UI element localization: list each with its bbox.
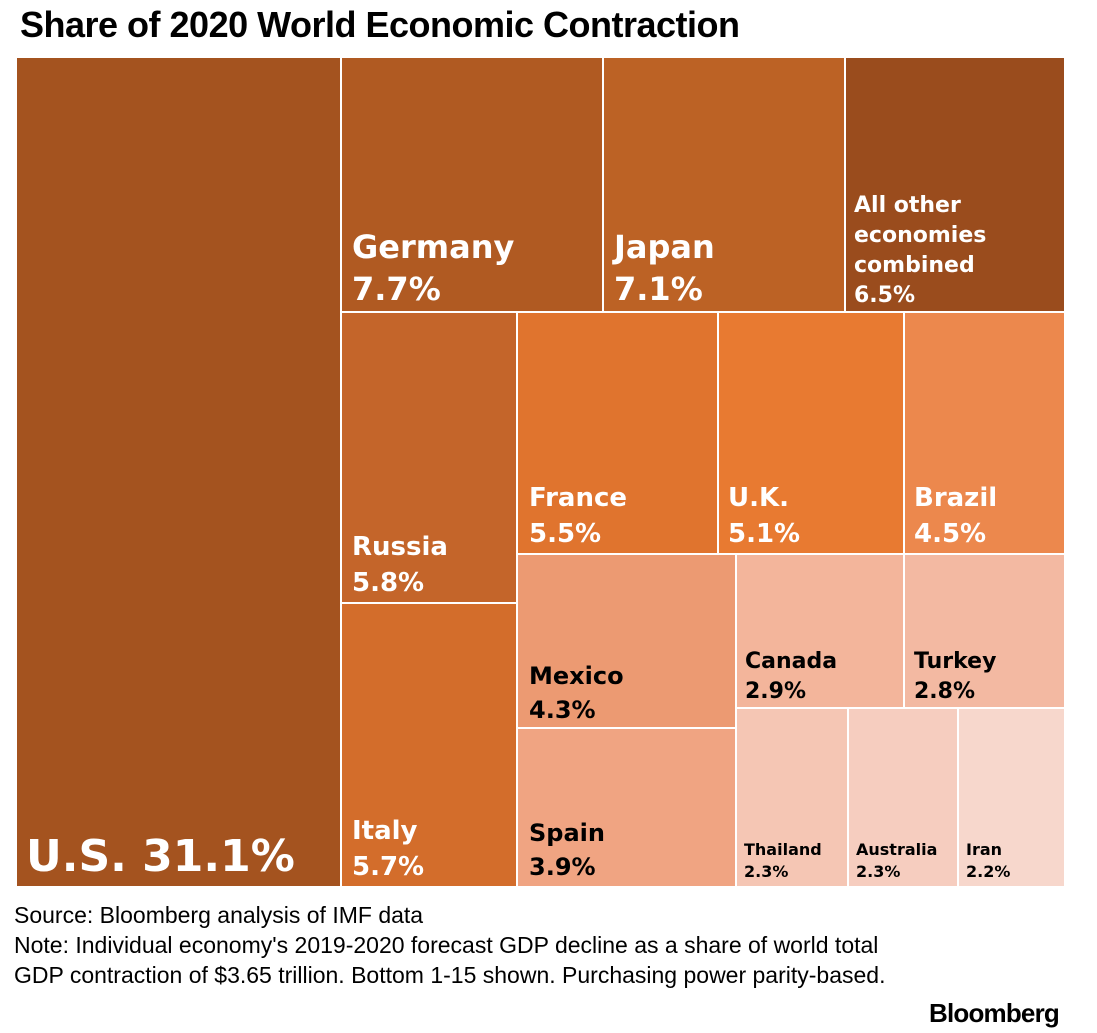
tile-rect-brazil bbox=[903, 311, 1066, 555]
tile-rect-turkey bbox=[903, 553, 1066, 709]
tile-rect-iran bbox=[957, 707, 1066, 888]
tile-rect-u-s bbox=[15, 56, 342, 888]
chart-notes: Source: Bloomberg analysis of IMF data N… bbox=[14, 900, 885, 990]
tile-rect-germany bbox=[340, 56, 604, 313]
tile-australia: Australia 2.3% bbox=[847, 707, 959, 888]
data-label-australia: Australia bbox=[856, 840, 937, 859]
tile-rect-spain bbox=[516, 727, 737, 888]
tile-turkey: Turkey 2.8% bbox=[903, 553, 1066, 709]
value-label-turkey: 2.8% bbox=[914, 679, 975, 704]
tile-u-s: U.S. 31.1% bbox=[15, 56, 342, 888]
data-label-germany: Germany bbox=[352, 228, 514, 266]
note-line-1: Note: Individual economy's 2019-2020 for… bbox=[14, 932, 879, 958]
value-label-iran: 2.2% bbox=[966, 862, 1010, 881]
data-label-all-other-economies-combined: combined bbox=[854, 253, 975, 278]
value-label-u-k: 5.1% bbox=[728, 519, 800, 549]
data-label-u-k: U.K. bbox=[728, 483, 789, 513]
tile-rect-italy bbox=[340, 602, 518, 888]
value-label-russia: 5.8% bbox=[352, 568, 424, 598]
tile-brazil: Brazil 4.5% bbox=[903, 311, 1066, 555]
tile-rect-thailand bbox=[735, 707, 849, 888]
data-label-japan: Japan bbox=[612, 228, 715, 266]
tile-mexico: Mexico 4.3% bbox=[516, 553, 737, 729]
tile-thailand: Thailand 2.3% bbox=[735, 707, 849, 888]
data-label-spain: Spain bbox=[529, 819, 605, 847]
tile-russia: Russia 5.8% bbox=[340, 311, 518, 604]
tile-canada: Canada 2.9% bbox=[735, 553, 905, 709]
value-label-italy: 5.7% bbox=[352, 852, 424, 882]
value-label-mexico: 4.3% bbox=[529, 696, 596, 724]
chart-title: Share of 2020 World Economic Contraction bbox=[20, 4, 740, 45]
tile-all-other-economies-combined: All other economies combined 6.5% bbox=[844, 56, 1066, 313]
value-label-brazil: 4.5% bbox=[914, 519, 986, 549]
data-label-all-other-economies-combined: All other bbox=[854, 193, 961, 218]
tile-rect-u-k bbox=[717, 311, 905, 555]
value-label-canada: 2.9% bbox=[745, 679, 806, 704]
tile-rect-canada bbox=[735, 553, 905, 709]
value-label-australia: 2.3% bbox=[856, 862, 900, 881]
data-label-turkey: Turkey bbox=[914, 649, 996, 674]
note-line-2: GDP contraction of $3.65 trillion. Botto… bbox=[14, 962, 886, 988]
data-label-iran: Iran bbox=[966, 840, 1002, 859]
value-label-spain: 3.9% bbox=[529, 853, 596, 881]
tile-iran: Iran 2.2% bbox=[957, 707, 1066, 888]
tile-rect-australia bbox=[847, 707, 959, 888]
tile-rect-japan bbox=[602, 56, 846, 313]
data-label-france: France bbox=[529, 483, 627, 513]
tile-italy: Italy 5.7% bbox=[340, 602, 518, 888]
tile-rect-france bbox=[516, 311, 719, 555]
value-label-japan: 7.1% bbox=[614, 270, 703, 308]
value-label-all-other-economies-combined: 6.5% bbox=[854, 283, 915, 308]
data-label-mexico: Mexico bbox=[529, 662, 624, 690]
tile-japan: Japan 7.1% bbox=[602, 56, 846, 313]
bloomberg-logo: Bloomberg bbox=[928, 998, 1060, 1028]
data-label-russia: Russia bbox=[352, 532, 448, 562]
value-label-thailand: 2.3% bbox=[744, 862, 788, 881]
tile-germany: Germany 7.7% bbox=[340, 56, 604, 313]
value-label-germany: 7.7% bbox=[352, 270, 441, 308]
data-label-all-other-economies-combined: economies bbox=[854, 223, 986, 248]
data-label-brazil: Brazil bbox=[914, 483, 997, 513]
data-label-canada: Canada bbox=[745, 649, 837, 674]
source-note: Source: Bloomberg analysis of IMF data bbox=[14, 902, 424, 928]
data-label-italy: Italy bbox=[352, 816, 418, 846]
data-label-u-s: U.S. 31.1% bbox=[26, 831, 295, 882]
tile-u-k: U.K. 5.1% bbox=[717, 311, 905, 555]
value-label-france: 5.5% bbox=[529, 519, 601, 549]
tile-rect-all-other-economies-combined bbox=[844, 56, 1066, 313]
tile-france: France 5.5% bbox=[516, 311, 719, 555]
data-label-thailand: Thailand bbox=[744, 840, 822, 859]
tile-spain: Spain 3.9% bbox=[516, 727, 737, 888]
tile-rect-russia bbox=[340, 311, 518, 604]
